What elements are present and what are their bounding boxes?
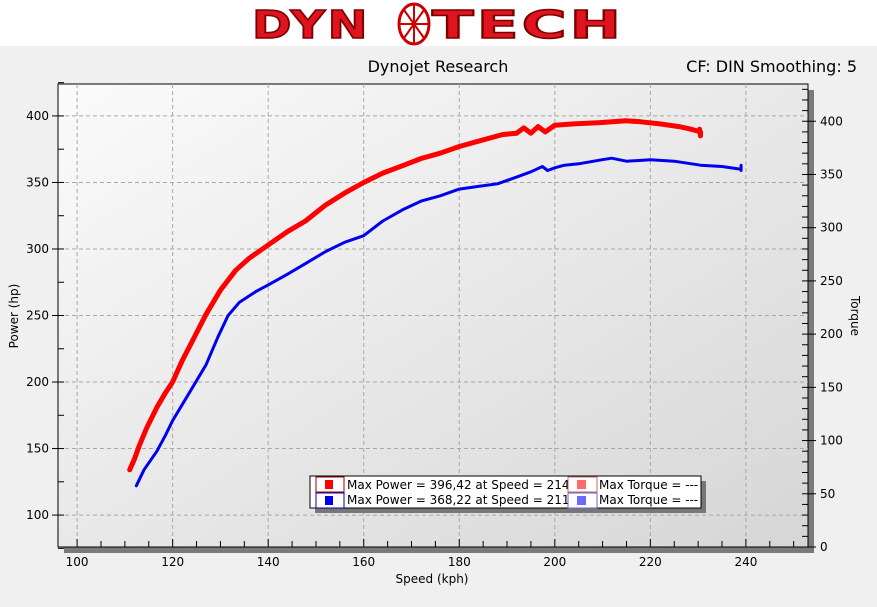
legend-power-text-1: Max Power = 396,42 at Speed = 214,88 xyxy=(347,478,589,492)
legend: Max Power = 396,42 at Speed = 214,88 Max… xyxy=(309,475,706,513)
y-tick-label: 250 xyxy=(26,309,49,323)
y2-tick-label: 200 xyxy=(820,327,843,341)
legend-swatch-power-1-fill xyxy=(325,480,333,489)
y2-axis-label: Torque xyxy=(848,295,862,336)
power-curve-run-1 xyxy=(127,118,703,473)
legend-swatch-torque-1 xyxy=(577,480,586,489)
y2-tick-label: 400 xyxy=(820,114,843,128)
legend-swatch-torque-2 xyxy=(577,496,586,505)
legend-torque-text-1: Max Torque = --- xyxy=(599,478,698,492)
y-tick-label: 150 xyxy=(26,442,49,456)
x-tick-label: 160 xyxy=(352,555,375,569)
x-axis-label: Speed (kph) xyxy=(396,572,469,586)
y2-tick-label: 100 xyxy=(820,434,843,448)
chart-title: Dynojet Research xyxy=(368,57,509,76)
y-tick-label: 400 xyxy=(26,109,49,123)
y2-tick-label: 300 xyxy=(820,221,843,235)
x-tick-label: 180 xyxy=(448,555,471,569)
svg-text:DYN: DYN xyxy=(252,3,370,46)
legend-power-text-2: Max Power = 368,22 at Speed = 211,94 xyxy=(347,493,589,507)
x-tick-label: 120 xyxy=(161,555,184,569)
y-tick-label: 100 xyxy=(26,508,49,522)
y2-tick-label: 0 xyxy=(820,540,828,554)
y-axis-label: Power (hp) xyxy=(7,284,21,349)
x-tick-label: 220 xyxy=(639,555,662,569)
logo-emblem-icon xyxy=(397,2,431,46)
y2-tick-label: 150 xyxy=(820,380,843,394)
y2-tick-label: 50 xyxy=(820,487,835,501)
y-tick-label: 300 xyxy=(26,242,49,256)
power-curve-run-2 xyxy=(134,156,743,488)
legend-row-2: Max Power = 368,22 at Speed = 211,94 Max… xyxy=(315,492,698,509)
svg-text:TECH: TECH xyxy=(432,3,624,46)
y-tick-label: 350 xyxy=(26,175,49,189)
y2-tick-label: 250 xyxy=(820,274,843,288)
x-tick-label: 240 xyxy=(734,555,757,569)
legend-row-1: Max Power = 396,42 at Speed = 214,88 Max… xyxy=(315,476,698,493)
chart-subtitle: CF: DIN Smoothing: 5 xyxy=(686,57,857,76)
legend-swatch-power-2 xyxy=(325,496,333,505)
y-tick-label: 200 xyxy=(26,375,49,389)
legend-torque-text-2: Max Torque = --- xyxy=(599,493,698,507)
x-tick-label: 200 xyxy=(543,555,566,569)
x-tick-label: 140 xyxy=(257,555,280,569)
x-tick-label: 100 xyxy=(66,555,89,569)
dynotech-logo: DYN TECH xyxy=(251,2,624,48)
y2-tick-label: 350 xyxy=(820,167,843,181)
logo-band: DYN TECH xyxy=(0,0,877,48)
